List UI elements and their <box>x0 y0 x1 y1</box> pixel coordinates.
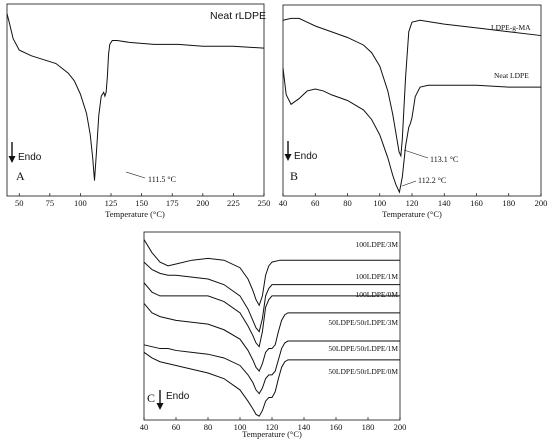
x-tick-label: 40 <box>140 422 149 432</box>
curve-100ldpe-1m <box>143 261 400 333</box>
curve-100ldpe-0m <box>143 282 400 348</box>
curve-50ldpe-50rldpe-1m <box>143 340 400 395</box>
curve-50ldpe-50rldpe-3m <box>143 303 400 373</box>
curve-neat-rldpe <box>6 13 265 181</box>
panel-letter-c: C <box>147 391 155 405</box>
curve-label-neat-ldpe: Neat LDPE <box>494 71 529 80</box>
x-tick-label: 120 <box>406 198 419 208</box>
curve-label-100ldpe-1m: 100LDPE/1M <box>355 272 398 281</box>
curve-label-50ldpe-50rldpe-0m: 50LDPE/50rLDPE/0M <box>328 367 398 376</box>
curve-label-neat-rldpe: Neat rLDPE <box>210 10 266 22</box>
plot-frame <box>282 4 542 197</box>
endo-label: Endo <box>294 151 318 162</box>
curve-label-100ldpe-0m: 100LDPE/0M <box>355 290 398 299</box>
x-tick-label: 125 <box>105 198 118 208</box>
x-axis-title: Temperature (°C) <box>242 429 302 439</box>
x-tick-label: 225 <box>227 198 240 208</box>
x-tick-label: 150 <box>135 198 148 208</box>
x-tick-label: 140 <box>438 198 451 208</box>
x-tick-label: 60 <box>172 422 181 432</box>
curve-neat-ldpe <box>282 67 541 194</box>
x-tick-label: 40 <box>279 198 288 208</box>
panel-c: 40 60 80 100 120 140 160 180 200 100LDPE/3M 100L… <box>136 228 414 440</box>
panel-a: 50 75 100 125 150 175 200 225 250 Neat rLDPE 111… <box>0 0 270 222</box>
curve-label-100ldpe-3m: 100LDPE/3M <box>355 240 398 249</box>
curve-label-50ldpe-50rldpe-3m: 50LDPE/50rLDPE/3M <box>328 318 398 327</box>
endo-label: Endo <box>166 391 190 402</box>
peak-arrow-ldpe-g-ma <box>403 149 429 159</box>
curve-ldpe-g-ma <box>282 17 542 158</box>
x-tick-label: 100 <box>373 198 386 208</box>
x-tick-label: 140 <box>298 422 311 432</box>
peak-arrow <box>125 171 146 179</box>
plot-frame <box>6 3 265 197</box>
panel-c-chart: 40 60 80 100 120 140 160 180 200 100LDPE/3M 100L… <box>140 231 407 439</box>
panel-letter-b: B <box>290 169 298 183</box>
curve-50ldpe-50rldpe-0m <box>143 351 400 417</box>
x-tick-label: 200 <box>394 422 407 432</box>
x-tick-label: 120 <box>266 422 279 432</box>
x-axis-title: Temperature (°C) <box>382 209 442 219</box>
endo-indicator: Endo <box>8 142 42 163</box>
x-tick-label: 180 <box>362 422 375 432</box>
x-tick-label: 160 <box>330 422 343 432</box>
curve-label-ldpe-g-ma: LDPE-g-MA <box>491 23 531 32</box>
x-tick-label: 80 <box>204 422 213 432</box>
x-tick-label: 50 <box>15 198 24 208</box>
endo-indicator: Endo <box>156 390 190 410</box>
endo-arrow-head <box>8 156 16 163</box>
endo-arrow-head <box>284 154 292 161</box>
x-tick-label: 100 <box>74 198 87 208</box>
x-tick-label: 200 <box>535 198 548 208</box>
peak-label-ldpe-g-ma: 113.1 °C <box>430 155 458 164</box>
x-tick-label: 180 <box>502 198 515 208</box>
panel-letter-a: A <box>16 169 25 183</box>
x-tick-label: 80 <box>343 198 352 208</box>
peak-arrow-neat-ldpe <box>401 180 417 187</box>
x-axis-ticks: 50 75 100 125 150 175 200 225 250 <box>15 193 270 208</box>
peak-label: 111.5 °C <box>148 175 176 184</box>
x-tick-label: 60 <box>311 198 320 208</box>
x-tick-label: 200 <box>196 198 209 208</box>
panel-b-chart: 40 60 80 100 120 140 160 180 200 LDPE-g-MA Neat … <box>279 4 548 219</box>
peak-label-neat-ldpe: 112.2 °C <box>418 176 446 185</box>
x-tick-label: 175 <box>166 198 179 208</box>
x-axis-ticks: 40 60 80 100 120 140 160 180 200 <box>140 417 407 432</box>
x-tick-label: 75 <box>46 198 55 208</box>
x-axis-ticks: 40 60 80 100 120 140 160 180 200 <box>279 193 548 208</box>
panel-a-chart: 50 75 100 125 150 175 200 225 250 Neat rLDPE 111… <box>6 3 270 219</box>
endo-arrow-head <box>156 403 164 410</box>
curve-100ldpe-3m <box>143 239 400 307</box>
x-tick-label: 160 <box>470 198 483 208</box>
x-axis-title: Temperature (°C) <box>105 209 165 219</box>
curve-label-50ldpe-50rldpe-1m: 50LDPE/50rLDPE/1M <box>328 344 398 353</box>
x-tick-label: 250 <box>258 198 271 208</box>
endo-indicator: Endo <box>284 141 318 162</box>
x-tick-label: 100 <box>234 422 247 432</box>
panel-b: 40 60 80 100 120 140 160 180 200 LDPE-g-MA Neat … <box>278 0 550 222</box>
endo-label: Endo <box>18 152 42 163</box>
